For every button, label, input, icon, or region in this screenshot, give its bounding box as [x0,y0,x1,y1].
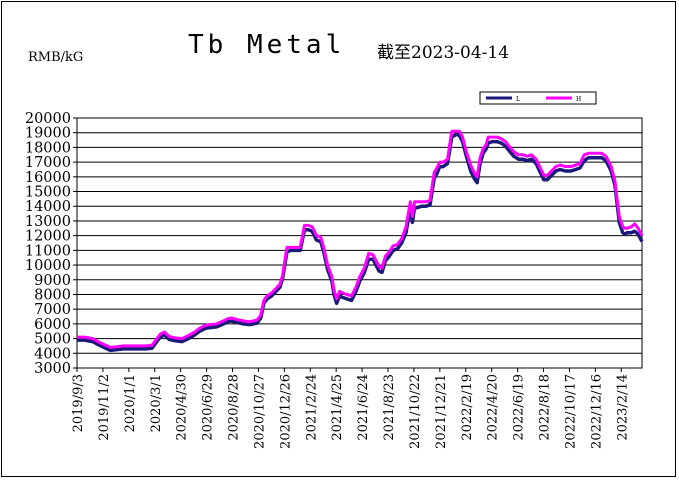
x-tick-label: 2019/11/2 [97,374,112,441]
x-tick-label: 2020/6/29 [201,374,216,441]
y-tick-label: 12000 [25,229,71,245]
unit-label: RMB/kG [28,50,84,65]
legend: L H [479,91,597,105]
x-tick-label: 2021/6/24 [356,374,371,441]
x-tick-label: 2021/4/25 [330,374,345,441]
y-tick-label: 15000 [25,185,71,201]
x-tick-label: 2022/6/19 [512,374,527,441]
as-of-date: 截至2023-04-14 [377,43,510,63]
series-lines [77,129,644,353]
y-tick-label: 13000 [25,214,71,230]
chart-title: Tb Metal [188,30,346,60]
x-tick-label: 2020/10/27 [252,374,267,449]
y-tick-label: 7000 [34,302,71,318]
y-tick-label: 18000 [25,140,71,156]
legend-box [479,91,597,105]
x-tick-label: 2023/2/14 [615,374,630,441]
x-tick-label: 2021/2/24 [304,374,319,441]
y-tick-label: 11000 [25,243,71,259]
y-tick-label: 8000 [34,287,71,303]
x-tick-label: 2020/4/30 [175,374,190,441]
x-axis: 2019/9/3 2019/11/2 2020/1/1 2020/3/1 2020/4/… [71,368,630,449]
y-tick-label: 17000 [25,155,71,171]
x-tick-label: 2020/3/1 [149,374,164,432]
plot-area [76,117,643,369]
y-tick-label: 19000 [25,126,71,142]
y-tick-label: 5000 [34,332,71,348]
x-tick-label: 2022/12/16 [589,374,604,449]
legend-label-l: L [516,96,520,103]
y-tick-label: 9000 [34,273,71,289]
y-tick-label: 3000 [34,361,71,377]
x-tick-label: 2022/8/18 [538,374,553,441]
x-tick-label: 2022/4/20 [486,374,501,441]
y-tick-label: 16000 [25,170,71,186]
y-tick-label: 10000 [25,258,71,274]
x-tick-label: 2020/1/1 [123,374,138,432]
legend-label-h: H [576,96,581,103]
series-line-l [77,132,644,353]
x-tick-label: 2021/12/21 [434,374,449,449]
y-tick-label: 20000 [25,111,71,127]
x-tick-label: 2020/12/26 [278,374,293,449]
x-tick-label: 2019/9/3 [71,374,86,432]
x-tick-label: 2022/10/17 [563,374,578,449]
x-tick-label: 2021/8/23 [382,374,397,441]
y-tick-label: 14000 [25,199,71,215]
y-axis: 3000400050006000700080009000100001100012… [25,111,77,377]
x-tick-label: 2022/2/19 [460,374,475,441]
x-tick-label: 2020/8/28 [227,374,242,441]
y-tick-label: 6000 [34,317,71,333]
x-tick-label: 2021/10/22 [408,374,423,449]
y-tick-label: 4000 [34,346,71,362]
series-line-h [77,129,644,349]
